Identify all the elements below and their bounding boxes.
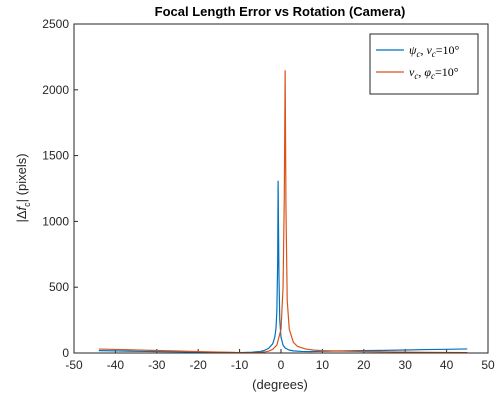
x-axis-label: (degrees) xyxy=(252,377,308,392)
x-tick-label: -40 xyxy=(107,358,125,372)
legend-box xyxy=(369,33,479,95)
x-tick-label: -30 xyxy=(148,358,166,372)
plot-frame xyxy=(73,23,489,354)
x-axis: -50 -40 -30 -20 -10 0 10 20 30 40 50 xyxy=(65,349,495,372)
y-tick-label: 2500 xyxy=(42,17,69,31)
y-tick-label: 500 xyxy=(49,280,69,294)
x-tick-label: 50 xyxy=(481,358,495,372)
x-tick-label: 20 xyxy=(357,358,371,372)
x-tick-label: 10 xyxy=(316,358,330,372)
x-tick-label: 40 xyxy=(440,358,454,372)
y-axis: 0 500 1000 1500 2000 2500 xyxy=(42,17,78,360)
series-line-2 xyxy=(98,70,468,354)
y-tick-label: 2000 xyxy=(42,83,69,97)
x-tick-label: -20 xyxy=(190,358,208,372)
y-tick-label: 0 xyxy=(62,346,69,360)
y-tick-label: 1500 xyxy=(42,149,69,163)
plot-area xyxy=(98,70,468,354)
x-tick-label: 30 xyxy=(399,358,413,372)
x-tick-label: -10 xyxy=(231,358,249,372)
x-tick-label: 0 xyxy=(278,358,285,372)
legend: ψc, νc=10° νc, φc=10° xyxy=(369,33,479,95)
chart-title: Focal Length Error vs Rotation (Camera) xyxy=(155,4,406,19)
y-tick-label: 1000 xyxy=(42,214,69,228)
x-tick-label: -50 xyxy=(65,358,83,372)
legend-entry: νc, φc=10° xyxy=(409,65,459,81)
y-axis-label: |Δfc| (pixels) xyxy=(14,153,32,222)
legend-entry: ψc, νc=10° xyxy=(409,43,460,59)
